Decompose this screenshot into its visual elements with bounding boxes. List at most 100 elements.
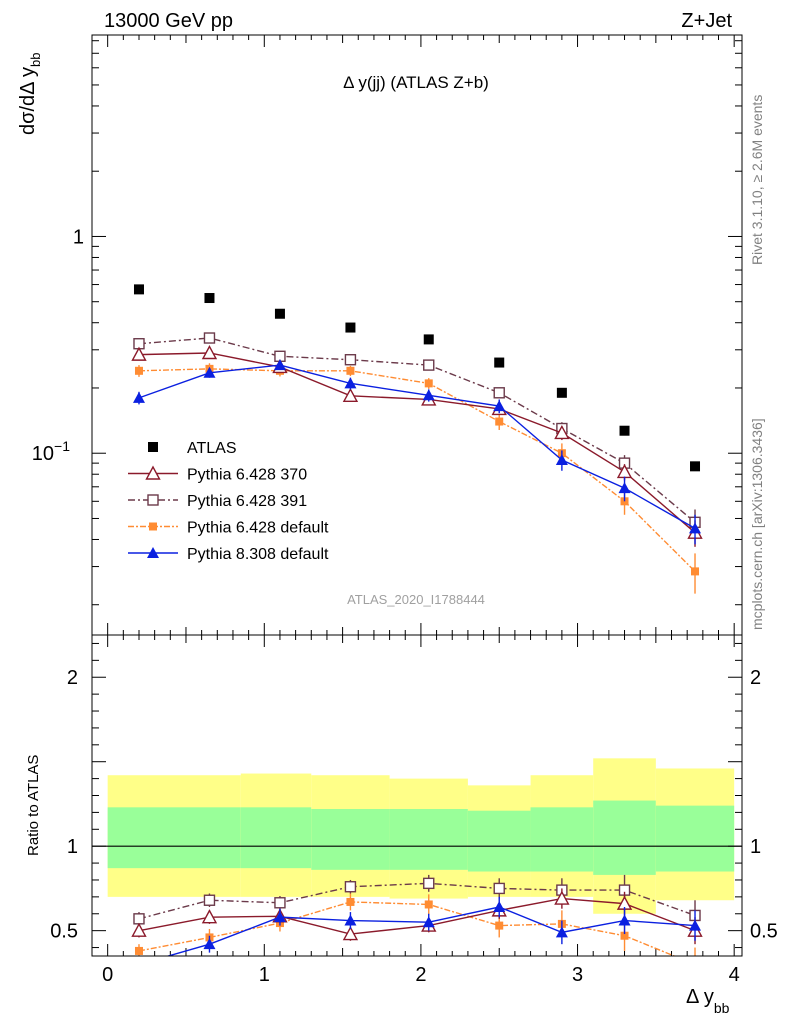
ratio-ytick-label: 0.5 — [50, 921, 78, 943]
point-atlas — [345, 322, 356, 333]
ratio-ytick-label-right: 1 — [750, 836, 761, 858]
legend-entry-p6def: Pythia 6.428 default — [128, 520, 329, 537]
main-ytick-label: 10−1 — [32, 438, 70, 465]
ratio-xtick-label: 4 — [729, 964, 740, 986]
ratio-point-p391 — [203, 894, 216, 906]
ratio-ytick-label: 2 — [67, 667, 78, 689]
main-panel: 1 10−1 Δ y(jj) (ATLAS Z+b) dσ/dΔ ybb ATLA… — [17, 34, 743, 636]
ratio-point-p8def — [422, 916, 435, 928]
ratio-xtick-label: 1 — [259, 964, 270, 986]
ratio-ticks: 0 1 2 3 4 0.5 0.5 1 1 2 2 — [50, 635, 778, 986]
legend-marker-p6def — [149, 522, 157, 531]
legend-entry-atlas: ATLAS — [148, 440, 237, 457]
main-ytick-label-exp: −1 — [54, 438, 70, 454]
point-p8def — [689, 522, 702, 534]
ratio-point-p8def — [273, 911, 286, 923]
ratio-point-p391 — [133, 913, 145, 925]
ratio-point-p8def — [203, 938, 216, 950]
ratio-ytick-label-right: 2 — [750, 667, 761, 689]
legend-label-atlas: ATLAS — [187, 440, 237, 457]
point-p370 — [201, 345, 218, 360]
main-ticks: 1 10−1 — [32, 35, 742, 635]
ratio-xtick-label: 2 — [415, 964, 426, 986]
rivet-version-label: Rivet 3.1.10, ≥ 2.6M events — [749, 95, 765, 265]
point-atlas — [274, 308, 285, 319]
ratio-point-p8def — [493, 901, 506, 913]
ratio-point-p6def — [495, 921, 504, 930]
ratio-point-p370 — [131, 922, 147, 937]
legend: ATLAS Pythia 6.428 370 Pythia 6.428 391 Pyt… — [128, 440, 329, 563]
point-atlas — [133, 284, 144, 295]
ratio-point-p6def — [134, 946, 143, 955]
energy-label: 13000 GeV pp — [104, 10, 233, 32]
ratio-point-p370 — [342, 926, 359, 941]
ratio-frame — [91, 634, 743, 957]
ratio-point-p391 — [274, 897, 286, 909]
ratio-point-p370 — [201, 909, 218, 924]
ratio-ytick-label-right: 0.5 — [750, 921, 778, 943]
main-ylabel: dσ/dΔ ybb — [17, 53, 43, 135]
point-p8def — [422, 389, 435, 401]
point-p6def — [424, 379, 433, 388]
legend-label-p370: Pythia 6.428 370 — [187, 467, 307, 484]
ratio-bands — [92, 758, 742, 914]
ratio-xlabel-sub: bb — [714, 1000, 730, 1016]
point-atlas — [619, 425, 630, 436]
point-p8def — [555, 454, 568, 466]
ratio-data — [131, 874, 703, 956]
ratio-point-p391 — [344, 881, 357, 893]
band-inner — [107, 807, 241, 869]
main-ylabel-sub: bb — [28, 53, 43, 67]
legend-label-p391: Pythia 6.428 391 — [187, 493, 307, 510]
point-p8def — [493, 400, 506, 412]
main-ylabel-text: dσ/dΔ y — [17, 67, 39, 135]
point-p370 — [554, 424, 570, 440]
ratio-ylabel: Ratio to ATLAS — [25, 755, 42, 856]
legend-marker-atlas — [148, 442, 158, 452]
band-inner — [389, 809, 468, 870]
point-p8def — [344, 377, 357, 389]
series-p8def — [132, 359, 702, 545]
point-p370 — [131, 346, 147, 361]
watermark-label: ATLAS_2020_I1788444 — [347, 592, 485, 607]
band-inner — [655, 805, 735, 872]
point-p6def — [346, 366, 355, 375]
ratio-panel: 0 1 2 3 4 0.5 0.5 1 1 2 2 Ratio to ATLAS Δ ybb — [25, 634, 778, 1016]
main-data — [131, 284, 703, 594]
ratio-xtick-label: 3 — [572, 964, 583, 986]
point-atlas — [494, 357, 505, 368]
legend-label-p6def: Pythia 6.428 default — [187, 520, 329, 537]
point-p391 — [423, 359, 435, 371]
point-p370 — [342, 387, 359, 403]
ratio-point-p6def — [346, 897, 355, 906]
ratio-point-p370 — [554, 890, 570, 905]
ratio-xtick-label: 0 — [102, 964, 113, 986]
series-line-p391 — [138, 337, 696, 523]
process-label: Z+Jet — [681, 10, 732, 32]
ratio-point-p8def — [689, 919, 702, 931]
point-p6def — [134, 366, 143, 375]
band-inner — [593, 800, 656, 875]
ratio-xlabel-text: Δ y — [686, 986, 714, 1008]
ratio-point-p391 — [493, 882, 505, 895]
point-p8def — [203, 366, 216, 378]
legend-entry-p391: Pythia 6.428 391 — [128, 493, 307, 510]
band-inner — [467, 810, 531, 872]
series-atlas — [133, 284, 701, 472]
ratio-xlabel: Δ ybb — [686, 986, 730, 1016]
legend-marker-p370 — [145, 465, 161, 480]
point-p391 — [493, 387, 505, 399]
legend-marker-p391 — [147, 494, 159, 506]
ratio-point-p8def — [555, 926, 568, 938]
point-p6def — [495, 417, 504, 426]
point-atlas — [204, 293, 215, 304]
point-p8def — [273, 359, 286, 371]
main-title: Δ y(jj) (ATLAS Z+b) — [343, 73, 489, 92]
legend-label-p8def: Pythia 8.308 default — [187, 546, 329, 563]
source-label: mcplots.cern.ch [arXiv:1306.3436] — [749, 418, 765, 630]
legend-marker-p8def — [147, 547, 159, 558]
band-inner — [240, 807, 312, 869]
point-p391 — [344, 354, 357, 366]
ratio-point-p8def — [618, 914, 631, 926]
